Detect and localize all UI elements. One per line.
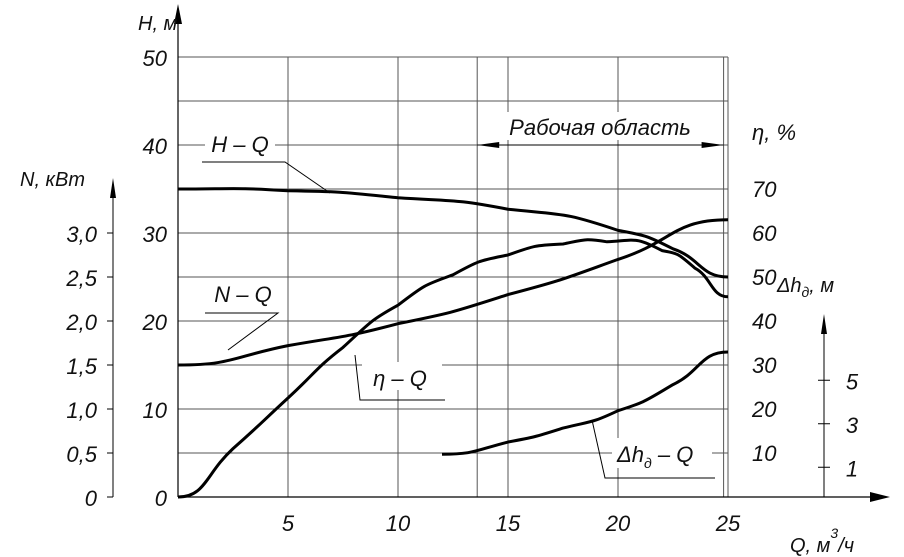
working-area-label-bg [500,112,700,140]
h-tick-label: 10 [143,398,168,423]
x-axis-label: Q, м3/ч [790,525,854,557]
working-area-arrow-right [701,142,724,148]
n-tick-label: 0,5 [66,442,97,467]
n-tick-label: 2,0 [65,310,97,335]
working-area-label: Рабочая область [509,115,691,140]
series-H-curve [177,187,729,279]
eta-tick-label: 70 [752,177,777,202]
h-tick-label: 20 [142,310,168,335]
dh-tick-label: 1 [846,456,858,481]
dq-label: Δhд – Q [616,442,693,471]
working-area-arrow-left [477,142,500,148]
eq-leader [354,354,445,401]
hq-label-bg [205,130,275,154]
h-axis-arrow [174,4,182,24]
n-axis-arrow [110,178,116,198]
nq-leader [205,312,280,351]
eq-label-bg [362,362,442,390]
h-tick-label: 40 [143,134,168,159]
eta-tick-label: 40 [752,309,777,334]
x-tick-label: 15 [496,511,521,536]
n-tick-label: 2,5 [65,266,97,291]
nq-label-bg [208,280,278,306]
eta-tick-label: 20 [751,397,777,422]
eq-label: η – Q [373,366,427,391]
series-dh-curve [441,350,729,456]
h-tick-label: 30 [143,222,168,247]
dh-axis-label: Δhд, м [776,275,834,300]
dh-tick-label: 3 [846,413,859,438]
x-tick-label: 25 [715,511,741,536]
eta-tick-label: 30 [752,353,777,378]
x-tick-label: 20 [605,511,631,536]
dh-tick-label: 5 [846,369,859,394]
hq-label: H – Q [211,132,268,157]
nq-label: N – Q [214,282,271,307]
dh-axis-arrow [821,314,827,334]
x-tick-label: 5 [282,511,295,536]
h-tick-label: 0 [155,486,168,511]
eta-axis-label: η, % [752,120,796,145]
n-tick-label: 1,0 [66,398,97,423]
eta-tick-label: 60 [752,221,777,246]
x-axis-arrow [870,492,890,502]
eta-tick-label: 50 [752,265,777,290]
n-tick-label: 3,0 [66,222,97,247]
x-tick-label: 10 [386,511,411,536]
eta-tick-label: 10 [752,441,777,466]
n-tick-label: 0 [85,486,98,511]
h-axis-label: H, м [138,13,178,35]
series-N-curve [177,218,729,367]
series-eta-curve [177,238,729,499]
dq-label-bg [612,438,712,468]
dq-leader [591,419,715,479]
n-tick-label: 1,5 [66,354,97,379]
hq-leader [202,161,331,194]
n-axis-label: N, кВт [20,169,85,191]
h-tick-label: 50 [143,46,168,71]
